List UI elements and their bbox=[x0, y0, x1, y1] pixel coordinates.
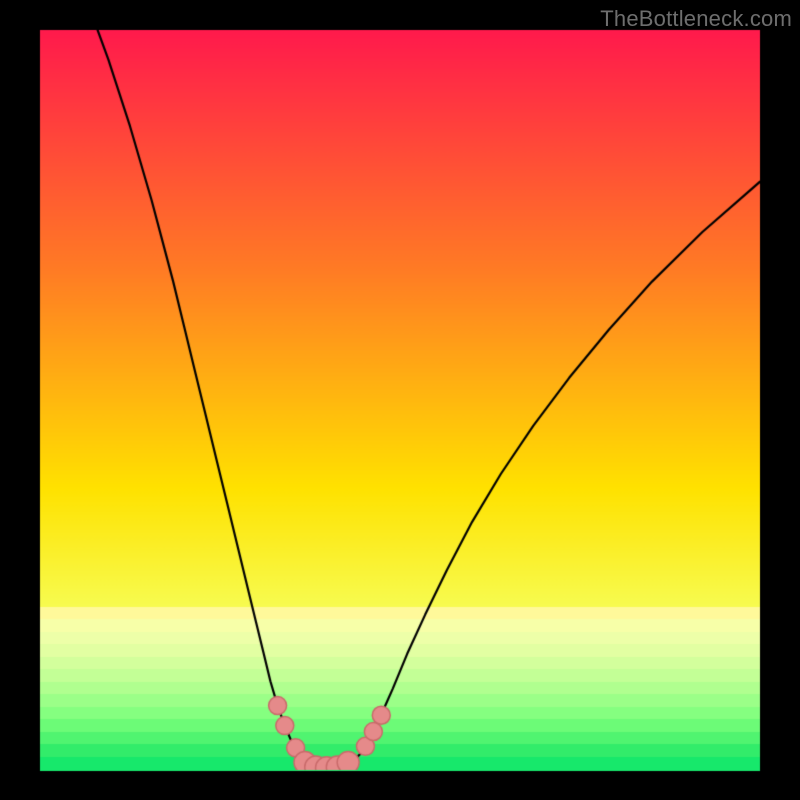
bottleneck-chart-canvas bbox=[0, 0, 800, 800]
chart-container: TheBottleneck.com bbox=[0, 0, 800, 800]
